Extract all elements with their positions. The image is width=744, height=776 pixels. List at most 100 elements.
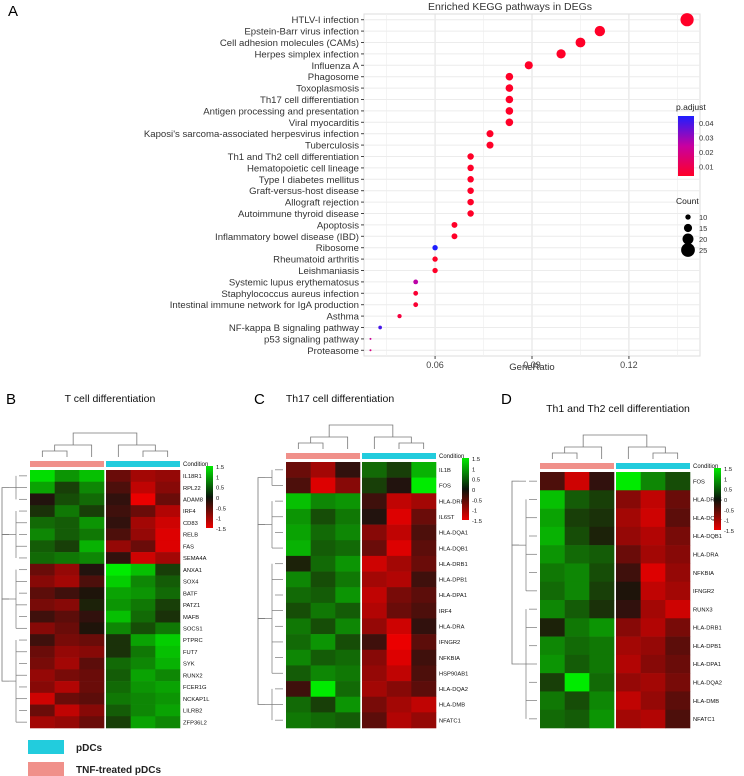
column-dendrogram [142, 450, 169, 457]
heatmap-cell [310, 555, 336, 572]
heatmap-cell [54, 645, 80, 658]
gene-label: FOS [693, 479, 705, 485]
heatmap-cell [564, 581, 590, 601]
gene-label: MAFB [183, 615, 199, 621]
heatmap-cell [589, 581, 615, 601]
heatmap-cell [564, 618, 590, 637]
scale-tick: -1.5 [724, 529, 734, 535]
gene-label: HLA-DPA1 [693, 662, 721, 668]
heatmap-cell [106, 704, 131, 717]
heatmap-scale-bar [206, 466, 213, 528]
dot-point [397, 313, 402, 319]
dot-point [486, 141, 494, 149]
heatmap-cell [286, 540, 311, 557]
heatmap-cell [155, 645, 181, 658]
heatmap-cell [564, 526, 590, 546]
column-dendrogram [41, 450, 68, 457]
heatmap-cell [589, 526, 615, 546]
heatmap-cell [640, 472, 666, 491]
gene-label: SOX4 [183, 580, 199, 586]
row-dendrogram [257, 524, 265, 619]
scale-tick: 1 [724, 477, 727, 483]
gene-label: FAS [183, 544, 194, 550]
heatmap-cell [310, 540, 336, 557]
gene-label: RUNX3 [693, 607, 713, 613]
heatmap-cell [616, 490, 641, 509]
heatmap-cell [79, 704, 105, 717]
gene-label: IFNGR2 [439, 640, 460, 646]
heatmap-cell [30, 669, 55, 682]
heatmap-cell [564, 636, 590, 656]
heatmap-cell [106, 587, 131, 600]
heatmap-cell [54, 552, 80, 565]
heatmap-cell [564, 709, 590, 729]
condition-bar-pdcs [106, 461, 180, 467]
gene-label: HLA-DMB [439, 703, 465, 709]
heatmap-cell [362, 477, 387, 494]
heatmap-cell [30, 540, 55, 553]
heatmap-cell [386, 696, 412, 713]
heatmap-cell [362, 712, 387, 729]
heatmap-cell [54, 481, 80, 494]
heatmap-cell [640, 654, 666, 674]
heatmap-cell [540, 600, 565, 619]
heatmap-cell [30, 493, 55, 506]
pathway-label: HTLV-I infection [291, 15, 359, 26]
condition-bar-tnf-pdcs [286, 453, 360, 459]
heatmap-cell [79, 657, 105, 670]
scale-tick: 0 [216, 496, 219, 502]
heatmap-cell [335, 696, 361, 713]
heatmap-t-cell: T cell differentiation Condition IL18R1 RPL… [1, 393, 226, 729]
dot-point [594, 25, 606, 37]
heatmap-cell [411, 555, 437, 572]
scale-tick: -0.5 [472, 498, 482, 504]
heatmap-title: Th1 and Th2 cell differentiation [546, 403, 690, 415]
pathway-label: NF-kappa B signaling pathway [229, 323, 359, 334]
dot-point [467, 198, 474, 206]
heatmap-cell [155, 599, 181, 612]
heatmap-cell [386, 634, 412, 651]
condition-bar-pdcs [362, 453, 436, 459]
heatmap-cell [386, 555, 412, 572]
heatmap-title: Th17 cell differentiation [286, 393, 395, 405]
pathway-label: Hematopoietic cell lineage [247, 163, 359, 174]
heatmap-cell [79, 540, 105, 553]
pathway-label: Tuberculosis [305, 141, 359, 152]
heatmap-cell [589, 545, 615, 564]
gene-label: NFKBIA [439, 656, 460, 662]
scale-tick: -1 [216, 517, 221, 523]
dotplot-title: Enriched KEGG pathways in DEGs [428, 1, 592, 13]
heatmap-cell [106, 681, 131, 694]
pathway-label: Kaposi's sarcoma-associated herpesvirus … [144, 129, 359, 140]
row-dendrogram [257, 618, 265, 705]
count-legend-dot [681, 243, 695, 257]
heatmap-cell [286, 571, 311, 588]
heatmap-cell [616, 673, 641, 692]
scale-tick: 0 [724, 498, 727, 504]
heatmap-cell [310, 524, 336, 541]
gene-label: HLA-DRB1 [439, 562, 468, 568]
gene-label: CD83 [183, 521, 198, 527]
count-tick: 20 [699, 235, 707, 244]
padjust-tick: 0.04 [699, 119, 714, 128]
column-dendrogram [297, 442, 324, 449]
pathway-label: Rheumatoid arthritis [273, 255, 359, 266]
heatmap-cell [540, 545, 565, 564]
dot-point [369, 349, 372, 352]
heatmap-cell [130, 704, 156, 717]
dot-point [524, 61, 533, 70]
heatmap-cell [79, 470, 105, 483]
gene-label: IRF4 [183, 509, 196, 515]
heatmap-cell [286, 493, 311, 510]
heatmap-cell [665, 709, 691, 729]
heatmap-cell [411, 696, 437, 713]
heatmap-cell [286, 524, 311, 541]
dot-point [505, 95, 514, 104]
scale-tick: 1.5 [724, 467, 732, 473]
gene-label: RPL22 [183, 486, 201, 492]
pathway-label: Asthma [326, 312, 359, 323]
heatmap-cell [30, 599, 55, 612]
heatmap-cell [411, 618, 437, 635]
heatmap-cell [155, 505, 181, 518]
padjust-legend-title: p.adjust [676, 102, 706, 112]
